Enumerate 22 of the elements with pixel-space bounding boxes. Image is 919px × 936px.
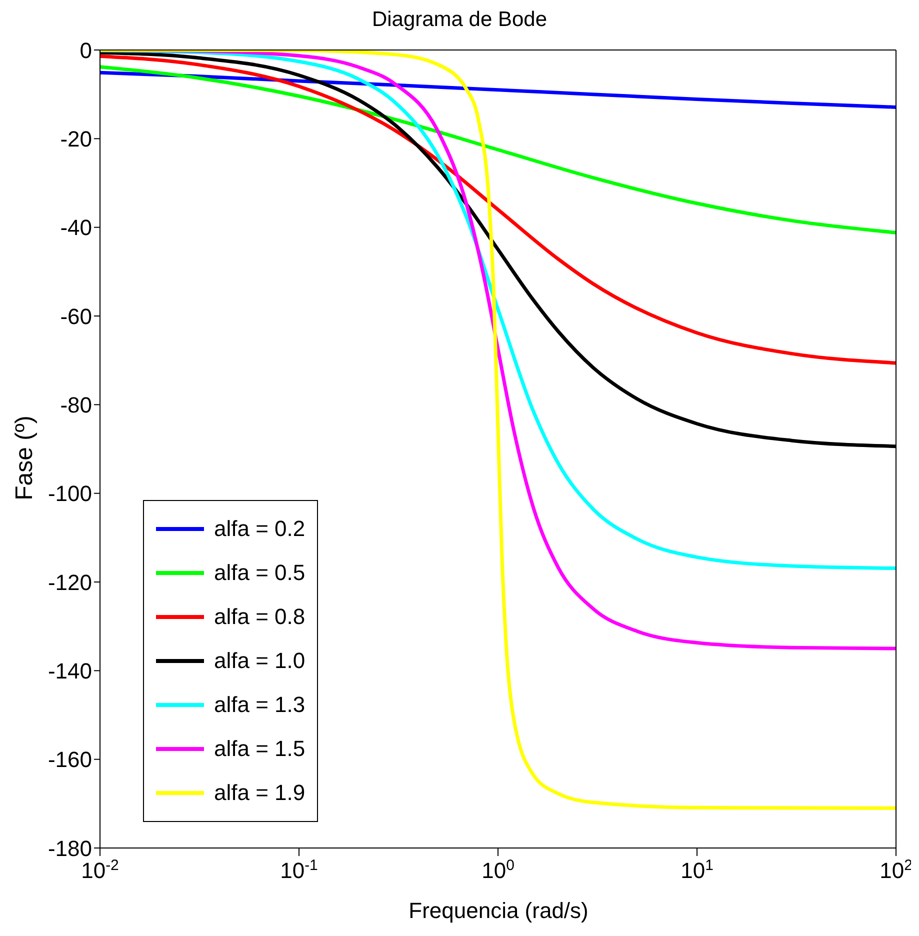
x-tick-label: 10$^{0}$ bbox=[482, 856, 514, 883]
legend-label: alfa = 0.2 bbox=[214, 516, 306, 542]
x-axis-title: Frequencia (rad/s) bbox=[408, 898, 590, 924]
x-tick-label: 10$^{1}$ bbox=[680, 856, 714, 883]
legend-label: alfa = 1.0 bbox=[214, 648, 306, 674]
chart-title: Diagrama de Bode bbox=[370, 8, 548, 32]
legend-label: alfa = 1.3 bbox=[214, 692, 306, 718]
y-tick-label: 0 bbox=[80, 38, 92, 63]
y-tick-label: -60 bbox=[60, 304, 92, 329]
legend-label: alfa = 0.8 bbox=[214, 604, 306, 630]
legend-label: alfa = 0.5 bbox=[214, 560, 306, 586]
y-tick-label: -40 bbox=[60, 215, 92, 240]
y-tick-label: -120 bbox=[48, 570, 92, 595]
y-tick-label: -140 bbox=[48, 658, 92, 684]
y-tick-label: -80 bbox=[60, 392, 92, 418]
legend-label: alfa = 1.9 bbox=[214, 780, 306, 806]
y-axis-title: Fase (º) bbox=[11, 416, 39, 500]
x-tick-label: 10$^{-1}$ bbox=[280, 856, 318, 883]
y-tick-label: -160 bbox=[48, 747, 92, 772]
y-tick-label: -100 bbox=[48, 481, 92, 506]
y-tick-label: -20 bbox=[60, 126, 92, 152]
legend-label: alfa = 1.5 bbox=[214, 736, 306, 762]
